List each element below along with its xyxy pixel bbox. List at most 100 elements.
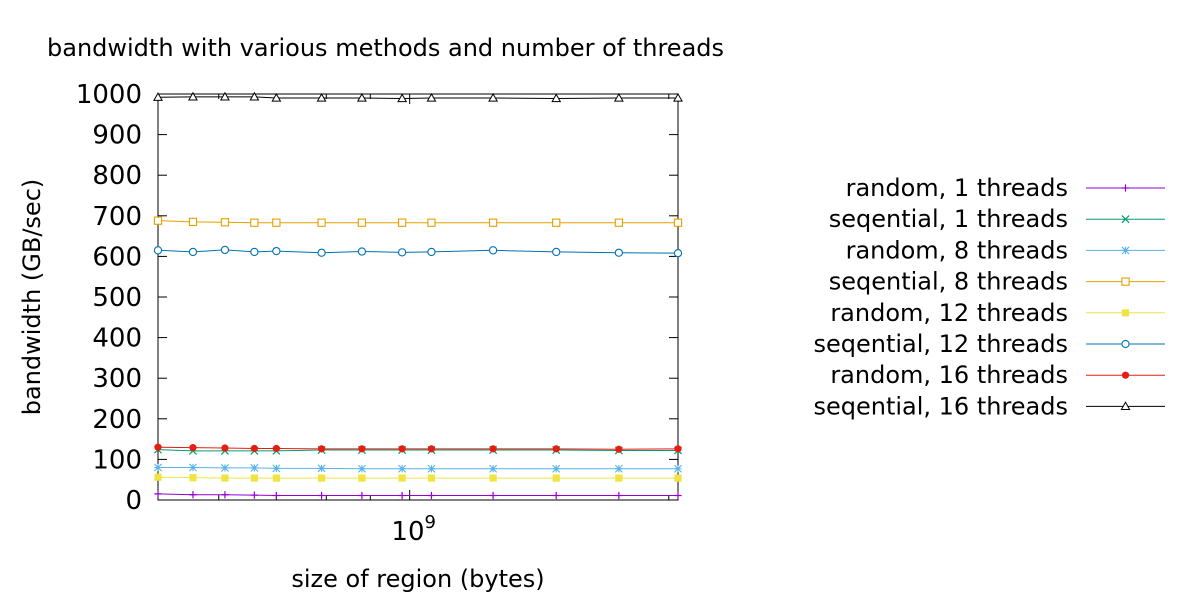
data-point [221,444,229,452]
data-point [189,474,197,482]
y-axis-ticks: 0 100 200 300 400 500 600 700 800 900 1000 [76,80,678,516]
data-point [552,247,561,257]
data-point [397,93,408,103]
data-point [488,218,498,227]
data-point [250,218,259,227]
data-point [358,445,366,453]
data-point [271,92,282,102]
data-point [358,474,366,482]
data-point [272,218,281,227]
data-point [488,246,498,255]
series-7 [154,443,682,453]
data-point [427,464,436,473]
data-point [489,464,498,473]
data-point [427,491,436,500]
data-point [249,91,260,101]
legend-label: seqential, 16 threads [813,392,1068,420]
data-point [426,92,437,102]
plot-border [157,93,679,501]
legend-marker [1120,401,1131,410]
data-point [614,218,624,227]
legend-marker [1121,339,1130,349]
data-point [489,445,497,453]
data-point [673,92,683,102]
data-point [153,246,163,255]
data-point [615,491,623,500]
data-point [673,218,683,227]
legend-marker [1121,277,1130,286]
legend-marker [1121,215,1130,224]
data-point [272,491,280,500]
legend-marker [1121,184,1130,192]
data-point [552,464,561,473]
y-tick-label: 800 [92,161,142,191]
legend-item: seqential, 1 threads [829,205,1165,233]
data-point [552,474,560,482]
y-tick-label: 600 [92,242,142,272]
legend-marker [1121,309,1130,317]
data-point [398,445,406,453]
data-point [189,444,197,452]
series-line [157,249,679,254]
data-point [674,474,682,482]
plot-frame [157,93,679,501]
legend: random, 1 threads seqential, 1 threads ran… [813,174,1165,420]
data-point [272,444,280,453]
data-point [317,218,326,227]
data-point [674,445,682,453]
data-point [614,464,623,473]
x-axis-label: size of region (bytes) [291,565,544,593]
data-point [674,491,682,500]
data-point [154,463,162,472]
legend-item: seqential, 16 threads [813,392,1165,420]
x-axis-ticks: 109 [218,94,670,547]
y-tick-label: 400 [92,324,142,354]
series-8 [153,91,683,103]
legend-marker [1121,371,1130,379]
data-point [674,464,682,473]
data-point [427,474,436,482]
legend-label: seqential, 8 threads [829,268,1068,296]
data-point [552,218,561,227]
y-tick-label: 900 [92,121,142,151]
data-point [220,463,229,472]
data-point [358,491,366,500]
series-line [158,467,678,470]
series-4 [153,216,683,227]
data-point [221,491,229,499]
data-point [489,474,497,482]
series-line [157,493,678,497]
data-point [552,445,560,453]
legend-item: random, 1 threads [846,174,1165,202]
data-point [220,245,230,255]
y-tick-label: 500 [92,283,142,313]
legend-label: seqential, 12 threads [813,330,1068,358]
y-axis-label: bandwidth (GB/sec) [18,179,46,416]
data-point [317,491,326,500]
legend-label: random, 8 threads [846,236,1068,264]
series-3 [154,463,682,473]
data-point [317,474,326,482]
data-point [188,217,198,227]
legend-label: random, 12 threads [830,299,1068,327]
data-point [613,92,624,102]
data-point [398,464,407,473]
data-point [488,92,499,102]
y-tick-label: 200 [92,405,142,435]
data-point [317,445,326,453]
data-point [154,473,162,481]
legend-marker [1121,246,1130,255]
data-point [272,246,281,256]
data-point [427,218,436,227]
data-point [250,474,258,482]
data-point [188,247,198,257]
data-point [220,218,230,227]
data-point [357,247,367,256]
data-point [427,247,436,257]
data-point [272,474,280,482]
legend-item: random, 16 threads [830,361,1165,389]
data-point [357,464,366,473]
data-point [189,491,197,499]
data-point [398,491,406,500]
